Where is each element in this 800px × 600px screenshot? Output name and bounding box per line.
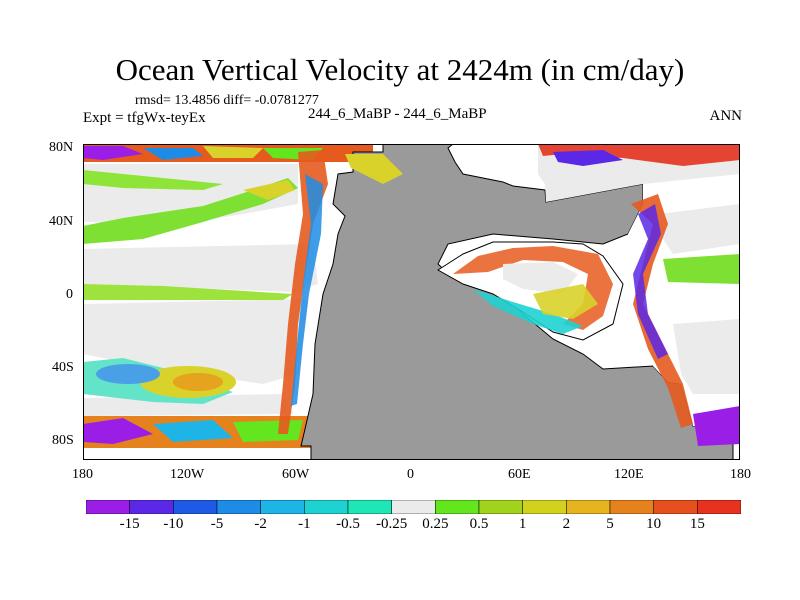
southern-ocean-cyan-patch: [153, 420, 233, 442]
tethys-cyan-fringe: [473, 289, 583, 334]
lon-tick-180w: 180: [72, 467, 93, 482]
tropical-pacific-band: [83, 244, 318, 292]
colorbar-tick-label: -1: [298, 516, 311, 532]
colorbar-tick-label: 2: [562, 516, 571, 532]
lon-tick-60w: 60W: [282, 467, 310, 482]
colorbar-swatch: [86, 500, 130, 514]
rmsd-diff-stats: rmsd= 13.4856 diff= -0.0781277: [135, 93, 319, 108]
southern-ocean-green-patch: [233, 420, 303, 442]
colorbar-swatch: [216, 500, 261, 514]
plot-title: Ocean Vertical Velocity at 2424m (in cm/…: [115, 52, 685, 87]
southern-ocean-purple-patch: [83, 418, 153, 444]
east-ocean-band-north: [658, 204, 740, 254]
colorbar-tick-label: -0.5: [336, 516, 360, 532]
colorbar-swatch: [304, 500, 349, 514]
southeast-pacific-orange-core: [173, 373, 223, 391]
lat-tick-80n: 80N: [49, 140, 74, 155]
colorbar: [86, 500, 741, 514]
north-pacific-yellow-patch: [243, 180, 295, 200]
colorbar-tick-label: -2: [254, 516, 267, 532]
colorbar-swatch: [129, 500, 174, 514]
colorbar-tick-label: -10: [163, 516, 184, 532]
tethys-yellow-patch: [533, 284, 598, 319]
colorbar-tick-label: -0.25: [376, 516, 408, 532]
colorbar-tick-label: -15: [119, 516, 140, 532]
colorbar-tick-label: 0.5: [469, 516, 489, 532]
arctic-purple-patch: [83, 146, 143, 160]
supercontinent-landmass: [298, 144, 734, 460]
arctic-yellow-patch: [203, 146, 263, 158]
tethys-warm-fringe: [453, 246, 613, 330]
colorbar-swatch: [653, 500, 698, 514]
case-comparison-label: 244_6_MaBP - 244_6_MaBP: [308, 106, 487, 122]
colorbar-swatch: [697, 500, 741, 514]
tethys-interior: [503, 262, 578, 294]
east-ocean-green-band: [663, 254, 740, 284]
equatorial-south-green: [83, 284, 293, 300]
north-pacific-green-stripe: [83, 178, 298, 244]
colorbar-swatch: [173, 500, 218, 514]
colorbar-swatch: [347, 500, 392, 514]
colorbar-tick-label: -5: [210, 516, 224, 532]
colorbar-tick-label: 1: [518, 516, 527, 532]
lon-tick-120e: 120E: [614, 467, 644, 482]
lat-tick-80s: 80S: [52, 433, 74, 448]
lat-tick-0: 0: [66, 287, 73, 302]
lat-tick-40n: 40N: [49, 214, 74, 229]
colorbar-swatch: [391, 500, 436, 514]
west-coast-fringe: [278, 150, 328, 434]
subpolar-green-stripe: [83, 170, 223, 190]
colorbar-swatch: [566, 500, 611, 514]
colorbar-tick-label: 0.25: [422, 516, 449, 532]
colorbar-swatch: [522, 500, 567, 514]
colorbar-swatch: [260, 500, 305, 514]
east-coast-purple-fringe: [633, 204, 668, 359]
northeast-arctic-purple-patch: [553, 150, 623, 166]
colorbar-swatch: [478, 500, 523, 514]
lon-tick-0: 0: [407, 467, 414, 482]
colorbar-tick-label: 15: [689, 516, 705, 532]
east-ocean-band-south: [673, 319, 740, 394]
map-frame: [83, 144, 740, 460]
lon-tick-60e: 60E: [508, 467, 531, 482]
arctic-blue-patch: [143, 148, 203, 160]
northeast-arctic-fringe: [538, 144, 740, 166]
colorbar-tick-label: 5: [606, 516, 614, 532]
season-label: ANN: [709, 108, 743, 124]
lat-tick-40s: 40S: [52, 360, 74, 375]
experiment-label: Expt = tfgWx-teyEx: [83, 110, 206, 126]
southeast-pacific-blue-patch: [96, 364, 160, 384]
lon-tick-180e: 180: [730, 467, 751, 482]
lon-tick-120w: 120W: [170, 467, 205, 482]
velocity-map: [83, 144, 740, 460]
colorbar-tick-label: 10: [646, 516, 662, 532]
east-southern-purple-patch: [693, 406, 740, 446]
north-coast-fringe: [345, 154, 403, 184]
colorbar-swatch: [609, 500, 654, 514]
colorbar-swatch: [435, 500, 480, 514]
west-coast-blue-fringe: [291, 174, 323, 406]
